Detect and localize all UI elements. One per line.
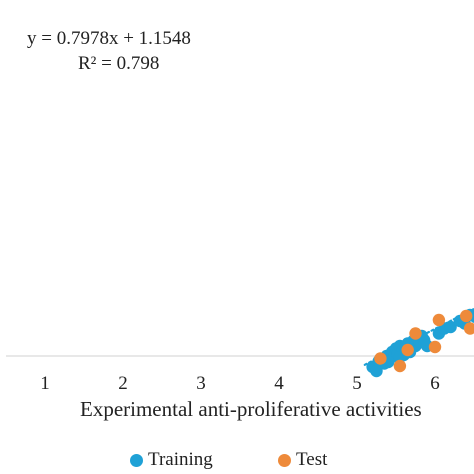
x-tick-label: 3 [196,373,206,394]
data-point-test [463,322,474,335]
points-layer [366,308,474,378]
data-point-test [460,309,473,323]
legend-label-training: Training [148,449,213,470]
legend-marker-training [130,453,143,467]
x-tick-label: 4 [274,373,284,394]
legend-label-test: Test [296,449,328,470]
trendline-equation: y = 0.7978x + 1.1548 [27,28,191,49]
legend-marker-test [278,453,291,467]
data-point-test [432,313,446,327]
data-point-test [428,340,442,354]
data-point-test [401,343,414,357]
x-tick-label: 6 [430,373,440,394]
data-point-test [409,327,422,340]
data-point-test [374,352,387,365]
tick-labels-layer: 1 2 3 4 5 6 [40,373,440,394]
legend-item-training: Training [130,449,213,471]
legend-item-test: Test [278,449,327,471]
trendline-r-squared: R² = 0.798 [78,53,160,74]
x-tick-label: 1 [40,373,50,394]
x-tick-label: 2 [118,373,128,394]
data-point-training [444,320,457,334]
x-tick-label: 5 [352,373,362,394]
data-point-training [370,364,383,378]
data-point-test [393,359,407,373]
x-axis-label: Experimental anti-proliferative activiti… [80,397,422,421]
